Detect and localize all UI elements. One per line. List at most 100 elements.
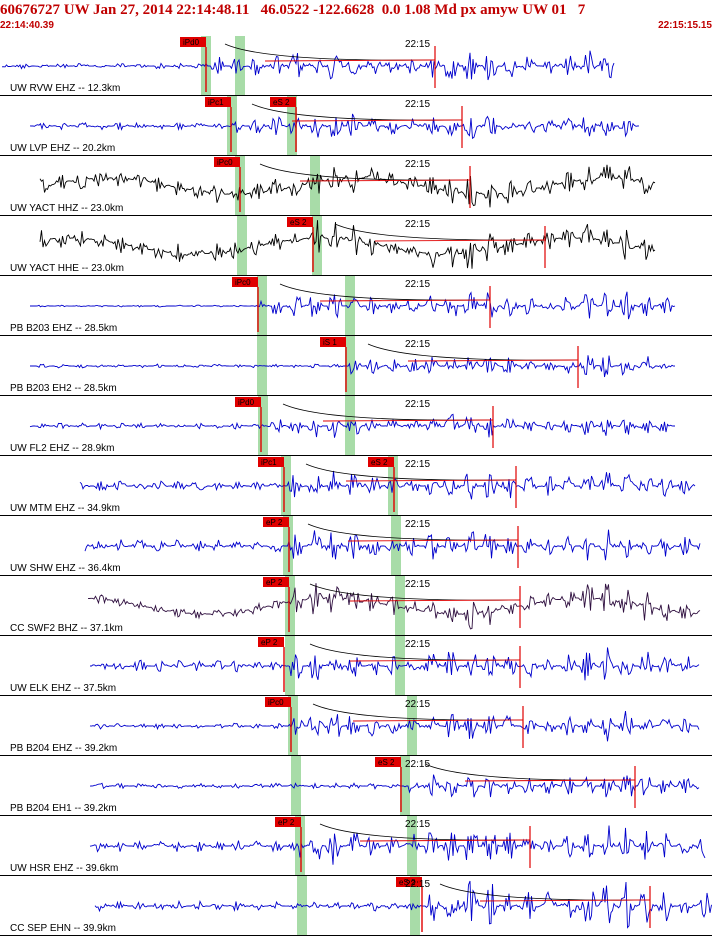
coda-fit-line xyxy=(349,659,521,662)
pick-tag[interactable] xyxy=(320,337,346,347)
phase-window xyxy=(285,636,295,695)
pick-tag-label: eS 2 xyxy=(399,878,416,887)
pick-tag[interactable] xyxy=(265,697,291,707)
pick-tag[interactable] xyxy=(287,217,313,227)
pick-tag[interactable] xyxy=(180,37,206,47)
trace-row[interactable]: iPd0 xyxy=(0,36,712,96)
phase-window xyxy=(400,756,410,815)
trace-row[interactable]: eS 2 xyxy=(0,876,712,936)
phase-window xyxy=(285,576,295,635)
phase-window xyxy=(295,816,305,875)
coda-fit-line xyxy=(407,359,579,362)
pick-tag-label: eS 2 xyxy=(378,758,395,767)
pick-tag[interactable] xyxy=(263,577,289,587)
pick-tag-label: eP 2 xyxy=(266,518,283,527)
pick-tag[interactable] xyxy=(232,277,258,287)
coda-fit-line xyxy=(345,479,517,482)
trace-row[interactable]: eS 2 xyxy=(0,756,712,816)
pick-tag-label: eP 2 xyxy=(261,638,278,647)
trace-row[interactable]: eP 2 xyxy=(0,516,712,576)
pick-tag-label: iS 1 xyxy=(323,338,337,347)
time-marker-label: 22:15 xyxy=(405,699,431,710)
pick-tag-label: eS 2 xyxy=(273,98,290,107)
coda-fit-line xyxy=(349,599,521,602)
trace-label: UW YACT HHE -- 23.0km xyxy=(10,263,124,274)
phase-window xyxy=(297,876,307,935)
pick-tag-label: iPd0 xyxy=(238,398,255,407)
time-marker-label: 22:15 xyxy=(405,459,431,470)
trace-label: UW YACT HHZ -- 23.0km xyxy=(10,203,124,214)
waveform xyxy=(30,291,676,320)
seismogram-panel[interactable]: iPd0 iPc1 eS 2 iPc0 eS 2 iPc0 iS 1 iPd0 iPc1 eS 2… xyxy=(0,36,712,938)
pick-tag[interactable] xyxy=(214,157,240,167)
coda-curve xyxy=(279,283,491,301)
coda-curve xyxy=(259,163,471,181)
pick-tag[interactable] xyxy=(205,97,231,107)
waveform xyxy=(90,647,700,681)
coda-fit-line xyxy=(322,419,494,422)
event-header-title: 60676727 UW Jan 27, 2014 22:14:48.11 46.… xyxy=(0,2,586,18)
trace-row[interactable]: iPc0 xyxy=(0,696,712,756)
trace-row[interactable]: iPc1 eS 2 xyxy=(0,96,712,156)
waveform xyxy=(89,774,700,798)
coda-fit-line xyxy=(359,839,531,842)
time-marker-label: 22:15 xyxy=(405,159,431,170)
pick-tag-label: eS 2 xyxy=(290,218,307,227)
waveform xyxy=(29,413,675,438)
pick-tag-label: iPc0 xyxy=(268,698,284,707)
waveform xyxy=(1,50,615,81)
pick-tag[interactable] xyxy=(270,97,296,107)
phase-window xyxy=(287,96,297,155)
trace-label: UW RVW EHZ -- 12.3km xyxy=(10,83,121,94)
trace-label: UW LVP EHZ -- 20.2km xyxy=(10,143,116,154)
time-marker-label: 22:15 xyxy=(405,339,431,350)
pick-tag[interactable] xyxy=(258,637,284,647)
trace-row[interactable]: eP 2 xyxy=(0,576,712,636)
phase-window xyxy=(288,696,298,755)
trace-row[interactable]: eP 2 xyxy=(0,816,712,876)
time-marker-label: 22:15 xyxy=(405,219,431,230)
pick-tag[interactable] xyxy=(235,397,261,407)
pick-tag-label: eS 2 xyxy=(371,458,388,467)
trace-label: UW ELK EHZ -- 37.5km xyxy=(10,683,117,694)
coda-curve xyxy=(334,223,546,241)
coda-fit-line xyxy=(479,899,651,902)
pick-tag-label: iPc0 xyxy=(217,158,233,167)
coda-fit-line xyxy=(264,59,436,62)
waveform xyxy=(89,711,700,742)
waveform xyxy=(39,220,656,269)
pick-tag[interactable] xyxy=(258,457,284,467)
trace-row[interactable]: iPc0 xyxy=(0,276,712,336)
time-marker-label: 22:15 xyxy=(405,99,431,110)
trace-label: CC SEP EHN -- 39.9km xyxy=(10,923,116,934)
pick-tag-label: iPc1 xyxy=(208,98,224,107)
pick-tag[interactable] xyxy=(368,457,394,467)
pick-tag[interactable] xyxy=(375,757,401,767)
coda-fit-line xyxy=(347,539,519,542)
start-time-label: 22:14:40.39 xyxy=(0,20,54,31)
trace-label: UW FL2 EHZ -- 28.9km xyxy=(10,443,115,454)
phase-window xyxy=(407,696,417,755)
time-marker-label: 22:15 xyxy=(405,399,431,410)
trace-row[interactable]: iPc1 eS 2 xyxy=(0,456,712,516)
pick-tag-label: iPc0 xyxy=(235,278,251,287)
trace-label: UW MTM EHZ -- 34.9km xyxy=(10,503,120,514)
phase-window xyxy=(291,756,301,815)
pick-tag[interactable] xyxy=(396,877,422,887)
coda-curve xyxy=(367,343,579,361)
phase-window xyxy=(310,156,320,215)
pick-tag[interactable] xyxy=(275,817,301,827)
time-marker-label: 22:15 xyxy=(405,579,431,590)
trace-row[interactable]: iPd0 xyxy=(0,396,712,456)
trace-row[interactable]: iPc0 xyxy=(0,156,712,216)
trace-row[interactable]: eP 2 xyxy=(0,636,712,696)
pick-tag-label: iPc1 xyxy=(261,458,277,467)
trace-label: PB B203 EHZ -- 28.5km xyxy=(10,323,118,334)
trace-row[interactable]: eS 2 xyxy=(0,216,712,276)
trace-row[interactable]: iS 1 xyxy=(0,336,712,396)
pick-tag[interactable] xyxy=(263,517,289,527)
waveform xyxy=(39,164,656,208)
time-marker-label: 22:15 xyxy=(405,879,431,890)
waveform xyxy=(79,470,696,500)
phase-window xyxy=(237,216,247,275)
